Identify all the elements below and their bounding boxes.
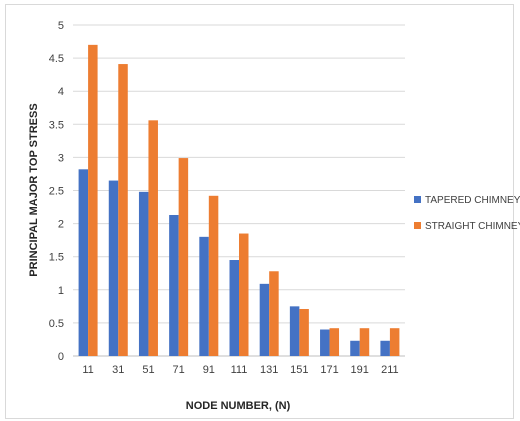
bar-straight-71 [178, 158, 189, 356]
x-tick-label: 191 [351, 364, 369, 376]
y-tick-label: 0 [58, 351, 64, 363]
y-tick-label: 2.5 [49, 186, 64, 198]
bar-straight-111 [239, 233, 249, 356]
y-tick-label: 3.5 [49, 119, 64, 131]
y-tick-labels: 0 0.5 1 1.5 2 2.5 3 3.5 4 4.5 5 [49, 20, 64, 363]
bar-tapered-131 [259, 283, 270, 356]
y-tick-label: 4.5 [49, 53, 64, 65]
bar-straight-131 [269, 271, 279, 356]
bar-tapered-71 [169, 214, 179, 356]
bar-straight-211 [389, 328, 400, 356]
bar-tapered-111 [229, 260, 239, 356]
y-tick-label: 2 [58, 219, 64, 231]
bar-straight-151 [299, 308, 309, 356]
bar-straight-51 [148, 120, 158, 356]
bar-tapered-51 [138, 191, 149, 356]
bar-straight-31 [118, 64, 128, 357]
y-tick-label: 1.5 [49, 252, 64, 264]
x-tick-label: 151 [290, 364, 308, 376]
x-tick-label: 71 [173, 364, 185, 376]
bar-straight-171 [329, 328, 340, 356]
x-tick-label: 91 [203, 364, 215, 376]
bar-tapered-211 [380, 340, 390, 356]
bar-straight-91 [208, 195, 219, 356]
bar-tapered-151 [289, 306, 300, 356]
y-tick-label: 4 [58, 86, 64, 98]
y-tick-label: 5 [58, 20, 64, 32]
bar-tapered-171 [320, 329, 330, 356]
bar-straight-11 [88, 44, 98, 357]
legend-swatch-straight [414, 222, 421, 229]
x-tick-label: 31 [112, 364, 124, 376]
y-tick-label: 0.5 [49, 318, 64, 330]
y-tick-label: 1 [58, 285, 64, 297]
bar-tapered-91 [199, 236, 209, 356]
bar-tapered-191 [350, 340, 360, 356]
x-tick-label: 51 [142, 364, 154, 376]
y-axis-title: PRINCIPAL MAJOR TOP STRESS [28, 103, 40, 276]
legend-swatch-tapered [414, 196, 421, 203]
x-tick-label: 211 [381, 364, 399, 376]
x-tick-label: 171 [320, 364, 338, 376]
legend: TAPERED CHIMNEY STRAIGHT CHIMNEY [414, 195, 520, 232]
x-axis-title: NODE NUMBER, (N) [186, 400, 291, 412]
legend-label-straight: STRAIGHT CHIMNEY [425, 221, 520, 232]
x-tick-labels: 11 31 51 71 91 111 131 151 171 191 211 [82, 364, 398, 376]
x-tick-label: 11 [82, 364, 93, 376]
gridlines [73, 24, 405, 357]
bar-tapered-11 [78, 169, 89, 356]
bar-straight-191 [359, 328, 370, 356]
bar-tapered-31 [108, 180, 119, 356]
bar-group [78, 44, 400, 357]
legend-label-tapered: TAPERED CHIMNEY [425, 195, 520, 206]
x-tick-label: 111 [231, 364, 248, 376]
y-tick-label: 3 [58, 152, 64, 164]
x-tick-label: 131 [260, 364, 278, 376]
